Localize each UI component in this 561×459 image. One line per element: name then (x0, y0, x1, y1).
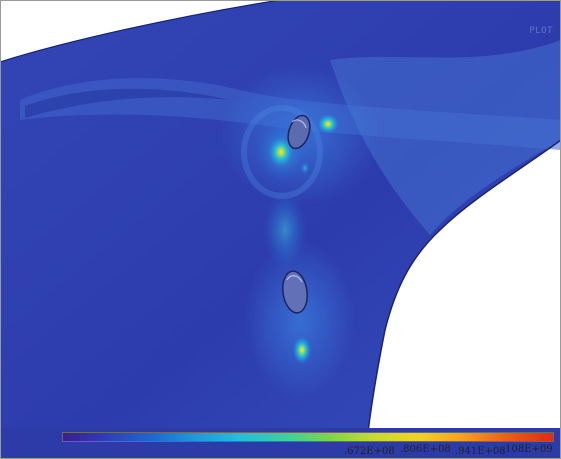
legend-tick-label: .672E+08 (344, 446, 395, 457)
plot-label: PLOT (529, 26, 553, 36)
stress-hotspot-upper-left (267, 135, 295, 169)
stress-hotspot-small (300, 161, 310, 175)
structure-edge (367, 139, 561, 433)
glow-lower (245, 240, 355, 400)
hole-upper-highlight (291, 119, 307, 129)
legend-tick-label: .806E+08 (400, 444, 451, 455)
contour-ring (241, 105, 323, 199)
hole-lower-highlight (286, 275, 303, 283)
stress-hotspot-lower (292, 335, 312, 365)
right-gradient-region (330, 40, 561, 235)
glow-mid (263, 190, 307, 270)
structure-edge-top (0, 0, 281, 63)
fold-shadow (25, 88, 230, 118)
contour-legend-bar (62, 432, 554, 442)
legend-tick-label: .108E+09 (502, 444, 553, 455)
legend-tick-label: .941E+08 (455, 446, 506, 457)
stress-hotspot-upper-right (316, 113, 340, 135)
